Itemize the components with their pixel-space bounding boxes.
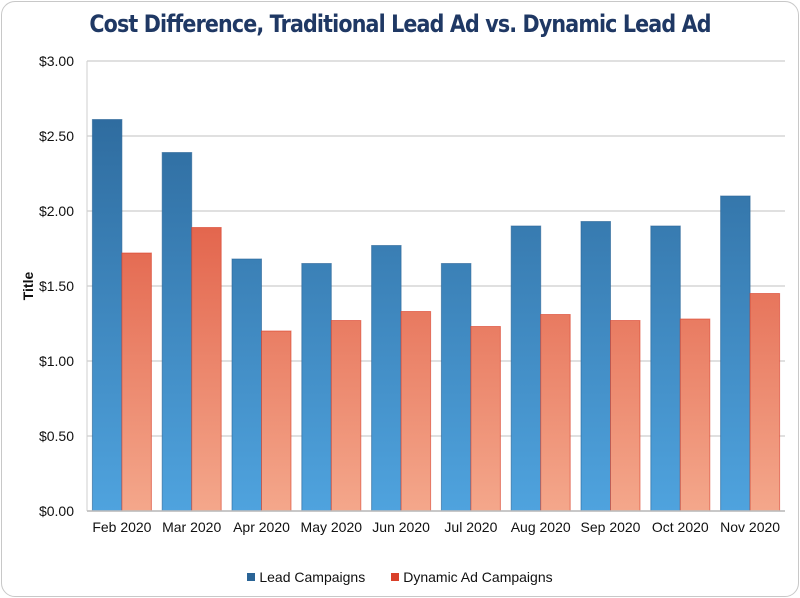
bar-lead-sep-2020 [580, 221, 611, 512]
bar-dynamic-mar-2020 [191, 227, 222, 512]
bar-dynamic-oct-2020 [679, 318, 711, 512]
bar-dynamic-sep-2020 [610, 320, 641, 512]
x-tick-label: Oct 2020 [652, 519, 709, 535]
legend-label-lead: Lead Campaigns [259, 569, 366, 585]
x-tick-label: Aug 2020 [511, 519, 571, 535]
bar-lead-jul-2020 [440, 263, 472, 512]
bar-dynamic-nov-2020 [749, 293, 781, 512]
y-tick-label: $1.50 [39, 278, 74, 294]
bar-dynamic-may-2020 [330, 320, 362, 512]
x-tick-label: May 2020 [301, 519, 363, 535]
legend-swatch-lead [247, 573, 256, 581]
y-tick-label: $0.50 [39, 428, 74, 444]
y-axis-title: Title [20, 272, 36, 301]
bar-lead-aug-2020 [510, 225, 542, 512]
chart-title: Cost Difference, Traditional Lead Ad vs.… [89, 10, 711, 38]
legend-label-dynamic: Dynamic Ad Campaigns [403, 569, 553, 585]
bar-lead-mar-2020 [161, 152, 193, 512]
y-tick-label: $3.00 [39, 53, 74, 69]
x-tick-label: Mar 2020 [162, 519, 221, 535]
legend: Lead Campaigns Dynamic Ad Campaigns [0, 569, 800, 585]
bars [87, 119, 785, 512]
x-tick-label: Nov 2020 [720, 519, 780, 535]
legend-item-lead: Lead Campaigns [247, 569, 365, 585]
y-tick-label: $2.00 [39, 203, 74, 219]
x-tick-label: Sep 2020 [581, 519, 641, 535]
legend-item-dynamic: Dynamic Ad Campaigns [391, 569, 553, 585]
y-tick-label: $0.00 [39, 503, 74, 519]
bar-lead-apr-2020 [231, 258, 262, 512]
y-axis-ticks: $0.00 $0.50 $1.00 $1.50 $2.00 $2.50 $3.00 [39, 53, 74, 519]
bar-lead-nov-2020 [720, 195, 751, 512]
bar-dynamic-apr-2020 [261, 330, 292, 512]
y-tick-label: $2.50 [39, 128, 74, 144]
x-tick-label: Jul 2020 [444, 519, 497, 535]
bar-lead-jun-2020 [371, 245, 402, 512]
bar-dynamic-jul-2020 [470, 326, 501, 512]
x-tick-label: Jun 2020 [372, 519, 430, 535]
x-axis-ticks: Feb 2020 Mar 2020 Apr 2020 May 2020 Jun 2020… [92, 519, 780, 535]
bar-lead-may-2020 [301, 263, 332, 512]
y-tick-label: $1.00 [39, 353, 74, 369]
x-tick-label: Apr 2020 [233, 519, 290, 535]
bar-dynamic-aug-2020 [540, 314, 571, 512]
bar-dynamic-feb-2020 [121, 252, 152, 512]
bar-lead-feb-2020 [91, 119, 123, 512]
bar-lead-oct-2020 [650, 225, 681, 512]
bar-dynamic-jun-2020 [400, 311, 432, 512]
legend-swatch-dynamic [391, 573, 400, 581]
x-tick-label: Feb 2020 [92, 519, 151, 535]
